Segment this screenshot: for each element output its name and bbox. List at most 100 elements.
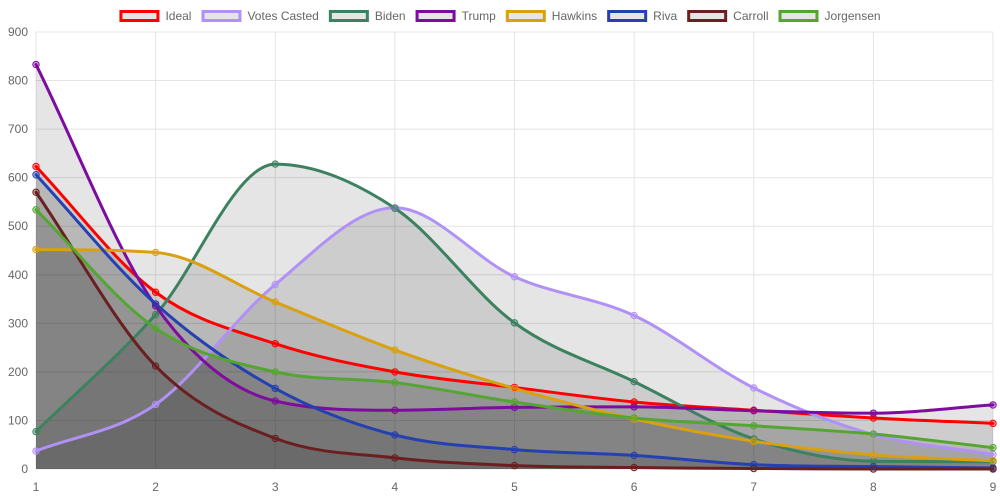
- data-point-riva-8[interactable]: [869, 462, 878, 471]
- data-point-jorgensen-9[interactable]: [989, 443, 997, 452]
- y-tick-label: 0: [21, 462, 28, 476]
- data-point-votes-casted-6[interactable]: [630, 311, 638, 320]
- data-point-hawkins-5[interactable]: [510, 384, 519, 393]
- data-point-riva-5[interactable]: [510, 445, 519, 454]
- data-point-hawkins-4[interactable]: [391, 346, 399, 354]
- data-point-trump-1[interactable]: [32, 60, 40, 69]
- y-tick-label: 700: [8, 122, 28, 136]
- data-point-trump-3[interactable]: [271, 397, 279, 405]
- x-tick-label: 1: [33, 480, 40, 494]
- data-point-hawkins-8[interactable]: [869, 451, 878, 459]
- y-axis-ticks: 0 100 200 300 400 500 600 700 800 900: [8, 25, 28, 476]
- data-point-votes-casted-7[interactable]: [750, 384, 758, 392]
- legend-swatch: [119, 10, 160, 22]
- legend-item-trump[interactable]: Trump: [415, 9, 496, 23]
- data-point-riva-1[interactable]: [32, 171, 40, 179]
- data-point-carroll-1[interactable]: [32, 188, 40, 196]
- area-biden: [36, 164, 993, 469]
- data-point-jorgensen-7[interactable]: [750, 422, 758, 430]
- data-point-carroll-2[interactable]: [151, 362, 160, 370]
- data-point-jorgensen-1[interactable]: [32, 206, 40, 214]
- data-point-jorgensen-2[interactable]: [151, 324, 160, 332]
- data-point-ideal-4[interactable]: [391, 368, 399, 376]
- legend-item-ideal[interactable]: Ideal: [119, 9, 192, 23]
- data-point-trump-7[interactable]: [750, 407, 758, 415]
- y-tick-label: 900: [8, 25, 28, 39]
- data-point-carroll-7[interactable]: [750, 464, 758, 473]
- data-point-riva-2[interactable]: [151, 300, 160, 308]
- data-point-ideal-9[interactable]: [989, 419, 997, 428]
- y-tick-label: 200: [8, 365, 28, 379]
- data-point-biden-2[interactable]: [151, 310, 160, 319]
- data-point-biden-5[interactable]: [510, 319, 519, 327]
- x-tick-label: 8: [870, 480, 877, 494]
- data-point-votes-casted-2[interactable]: [151, 400, 160, 409]
- data-point-jorgensen-4[interactable]: [391, 378, 399, 387]
- data-point-hawkins-3[interactable]: [271, 298, 279, 306]
- data-point-carroll-8[interactable]: [869, 465, 878, 473]
- data-point-jorgensen-8[interactable]: [869, 430, 878, 438]
- data-point-hawkins-7[interactable]: [750, 437, 758, 446]
- data-point-jorgensen-3[interactable]: [271, 368, 279, 376]
- x-tick-label: 6: [631, 480, 638, 494]
- data-point-ideal-1[interactable]: [32, 162, 40, 171]
- x-tick-label: 4: [392, 480, 399, 494]
- legend-item-jorgensen[interactable]: Jorgensen: [778, 9, 881, 23]
- data-point-votes-casted-5[interactable]: [510, 273, 519, 281]
- data-point-trump-6[interactable]: [630, 403, 638, 411]
- x-tick-label: 3: [272, 480, 279, 494]
- area-trump: [36, 64, 993, 469]
- data-point-biden-4[interactable]: [391, 204, 399, 212]
- data-point-carroll-9[interactable]: [989, 465, 997, 473]
- legend-swatch: [778, 10, 819, 22]
- data-point-jorgensen-5[interactable]: [510, 398, 519, 406]
- data-point-trump-8[interactable]: [869, 409, 878, 417]
- data-point-jorgensen-6[interactable]: [630, 414, 638, 422]
- data-point-riva-7[interactable]: [750, 460, 758, 469]
- legend-item-hawkins[interactable]: Hawkins: [505, 9, 597, 23]
- y-tick-label: 500: [8, 219, 28, 233]
- data-point-votes-casted-1[interactable]: [32, 447, 40, 455]
- legend-swatch: [687, 10, 728, 22]
- x-tick-label: 9: [990, 480, 997, 494]
- series-line-riva: [34, 173, 995, 470]
- data-point-trump-4[interactable]: [391, 406, 399, 414]
- series-line-carroll: [34, 190, 995, 471]
- data-point-ideal-3[interactable]: [271, 340, 279, 348]
- grid: [35, 31, 994, 470]
- data-point-trump-2[interactable]: [151, 302, 160, 310]
- data-point-riva-4[interactable]: [391, 431, 399, 439]
- area-votes-casted: [36, 207, 993, 469]
- legend-label: Hawkins: [552, 9, 597, 23]
- data-point-trump-5[interactable]: [510, 403, 519, 412]
- legend-label: Votes Casted: [247, 9, 318, 23]
- y-tick-label: 300: [8, 316, 28, 330]
- area-hawkins: [36, 249, 993, 469]
- data-point-hawkins-2[interactable]: [151, 248, 160, 257]
- legend-item-votes-casted[interactable]: Votes Casted: [201, 9, 319, 23]
- legend-item-riva[interactable]: Riva: [607, 9, 678, 23]
- data-point-biden-6[interactable]: [630, 377, 638, 386]
- data-point-riva-3[interactable]: [271, 384, 279, 393]
- data-point-carroll-3[interactable]: [271, 434, 279, 443]
- legend-item-carroll[interactable]: Carroll: [687, 9, 769, 23]
- data-point-hawkins-1[interactable]: [32, 245, 40, 254]
- series-lines: [34, 63, 995, 471]
- data-point-votes-casted-3[interactable]: [271, 280, 279, 289]
- area-riva: [36, 174, 993, 469]
- y-tick-label: 400: [8, 268, 28, 282]
- legend-item-biden[interactable]: Biden: [328, 9, 406, 23]
- data-point-biden-3[interactable]: [271, 160, 279, 168]
- data-point-biden-1[interactable]: [32, 427, 40, 436]
- data-point-carroll-6[interactable]: [630, 463, 638, 472]
- data-point-carroll-5[interactable]: [510, 461, 519, 470]
- data-point-votes-casted-9[interactable]: [989, 450, 997, 459]
- data-point-riva-6[interactable]: [630, 451, 638, 460]
- x-tick-label: 2: [152, 480, 159, 494]
- data-point-biden-7[interactable]: [750, 435, 758, 443]
- data-point-trump-9[interactable]: [989, 401, 997, 409]
- data-point-carroll-4[interactable]: [391, 454, 399, 462]
- data-point-ideal-2[interactable]: [151, 288, 160, 296]
- y-tick-label: 800: [8, 74, 28, 88]
- data-point-hawkins-9[interactable]: [989, 457, 997, 465]
